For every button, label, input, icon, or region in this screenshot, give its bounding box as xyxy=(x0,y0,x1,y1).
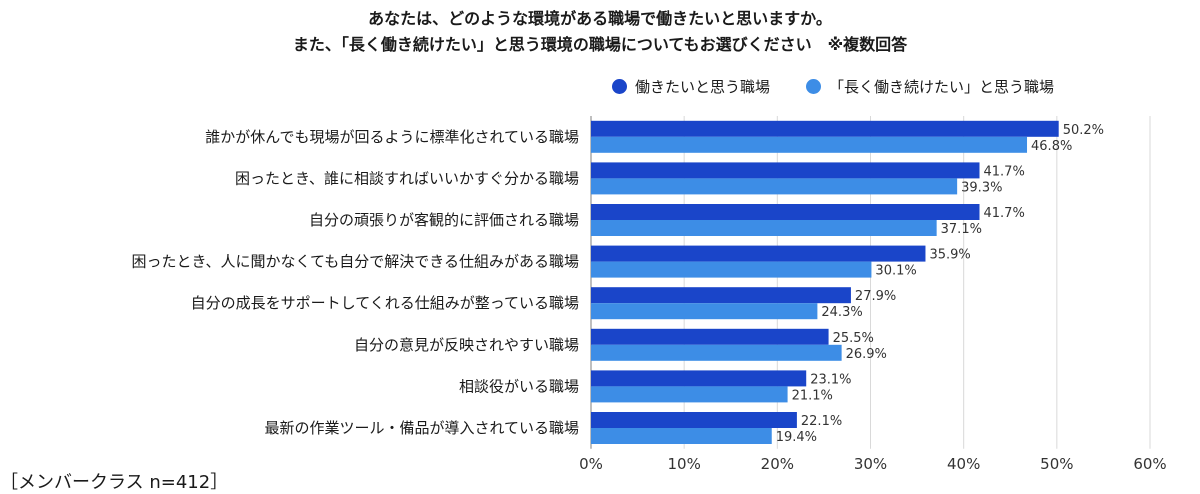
data-label: 41.7% xyxy=(984,164,1025,179)
title-line-2: また、「長く働き続けたい」と思う環境の職場についてもお選びください ※複数回答 xyxy=(292,35,908,54)
x-tick-label: 20% xyxy=(761,455,794,473)
data-label: 37.1% xyxy=(941,222,982,237)
category-label: 困ったとき、人に聞かなくても自分で解決できる仕組みがある職場 xyxy=(132,253,579,271)
data-label: 46.8% xyxy=(1031,139,1072,154)
category-label: 自分の頑張りが客観的に評価される職場 xyxy=(309,211,579,229)
bar-series1 xyxy=(591,412,797,428)
x-tick-label: 30% xyxy=(854,455,887,473)
data-label: 25.5% xyxy=(833,331,874,346)
bar-series2 xyxy=(591,220,937,236)
x-tick-label: 50% xyxy=(1040,455,1073,473)
bar-series1 xyxy=(591,245,926,262)
bar-series2 xyxy=(591,261,872,278)
bar-series2 xyxy=(591,344,842,361)
data-label: 19.4% xyxy=(776,430,817,445)
bar-series1 xyxy=(591,328,829,345)
bar-series1 xyxy=(591,287,851,304)
legend: 働きたいと思う職場 「長く働き続けたい」と思う職場 xyxy=(612,76,1090,97)
sample-size-note: ［メンバークラス n=412］ xyxy=(0,472,229,493)
x-tick-label: 0% xyxy=(579,455,603,473)
bar-series1 xyxy=(591,204,980,220)
data-label: 22.1% xyxy=(801,414,842,429)
x-tick-label: 60% xyxy=(1133,455,1166,473)
legend-item-series1: 働きたいと思う職場 xyxy=(612,76,770,97)
data-label: 27.9% xyxy=(855,289,896,304)
category-label: 相談役がいる職場 xyxy=(459,377,579,395)
data-label: 50.2% xyxy=(1063,123,1104,138)
data-label: 35.9% xyxy=(929,248,970,263)
bar-series1 xyxy=(591,162,980,179)
title-line-1: あなたは、どのような環境がある職場で働きたいと思いますか。 xyxy=(368,9,832,28)
bar-series2 xyxy=(591,386,788,403)
bar-series2 xyxy=(591,178,958,195)
category-label: 自分の意見が反映されやすい職場 xyxy=(354,336,579,354)
data-label: 30.1% xyxy=(875,264,916,279)
legend-label-series1: 働きたいと思う職場 xyxy=(635,78,771,96)
x-tick-label: 40% xyxy=(947,455,980,473)
chart-title: あなたは、どのような環境がある職場で働きたいと思いますか。 また、「長く働き続け… xyxy=(0,6,1200,58)
data-label: 23.1% xyxy=(810,372,851,387)
data-label: 21.1% xyxy=(792,388,833,403)
legend-label-series2: 「長く働き続けたい」と思う職場 xyxy=(829,78,1055,96)
category-label: 自分の成長をサポートしてくれる仕組みが整っている職場 xyxy=(191,294,579,312)
category-label: 誰かが休んでも現場が回るように標準化されている職場 xyxy=(205,128,579,146)
data-label: 39.3% xyxy=(961,180,1002,195)
x-tick-label: 10% xyxy=(667,455,700,473)
legend-marker-series1 xyxy=(612,79,627,94)
bar-series2 xyxy=(591,136,1028,153)
bar-series1 xyxy=(591,370,807,387)
bar-series1 xyxy=(591,120,1059,137)
bar-series2 xyxy=(591,303,818,320)
data-label: 41.7% xyxy=(984,206,1025,221)
legend-item-series2: 「長く働き続けたい」と思う職場 xyxy=(806,76,1054,97)
bar-series2 xyxy=(591,428,772,444)
legend-marker-series2 xyxy=(806,79,822,94)
category-label: 最新の作業ツール・備品が導入されている職場 xyxy=(264,419,579,437)
category-label: 困ったとき、誰に相談すればいいかすぐ分かる職場 xyxy=(235,169,579,187)
data-label: 26.9% xyxy=(846,347,887,362)
data-label: 24.3% xyxy=(821,305,862,320)
